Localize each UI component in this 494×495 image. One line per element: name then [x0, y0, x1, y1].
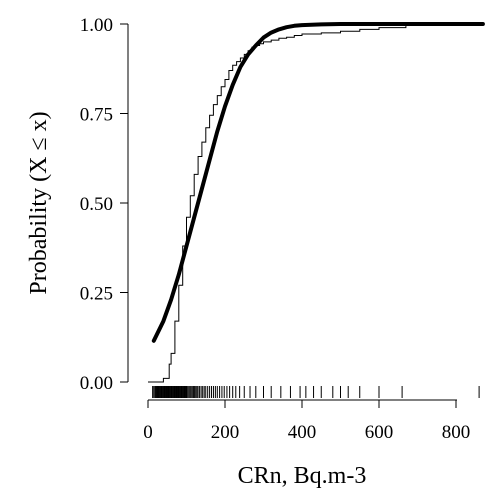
rug-plot [152, 386, 480, 398]
y-tick-label: 1.00 [80, 15, 113, 36]
y-ticks: 0.00 0.25 0.50 0.75 1.00 [80, 15, 128, 394]
y-axis: 0.00 0.25 0.50 0.75 1.00 [80, 15, 129, 394]
x-tick-label: 800 [442, 422, 471, 443]
x-tick-label: 400 [288, 422, 317, 443]
x-axis: 0 200 400 600 800 [143, 399, 470, 443]
y-tick-label: 0.50 [80, 194, 113, 215]
fitted-cdf-line [151, 22, 485, 343]
x-tick-label: 600 [365, 422, 394, 443]
y-tick-label: 0.75 [80, 105, 113, 126]
series-group [148, 22, 485, 383]
empirical-cdf-line [148, 24, 484, 383]
y-tick-label: 0.00 [80, 373, 113, 394]
x-tick-label: 200 [211, 422, 240, 443]
x-axis-title: CRn, Bq.m-3 [238, 463, 367, 489]
y-tick-label: 0.25 [80, 284, 113, 305]
x-tick-label: 0 [143, 422, 153, 443]
x-ticks: 0 200 400 600 800 [143, 400, 470, 443]
y-axis-title: Probability (X ≤ x) [26, 111, 52, 294]
